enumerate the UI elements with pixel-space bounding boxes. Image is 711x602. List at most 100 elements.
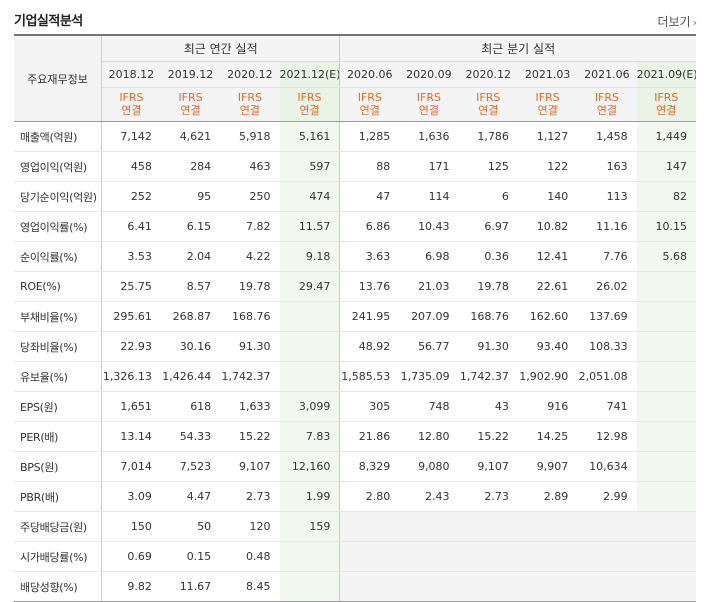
table-cell: 295.61 bbox=[101, 301, 161, 332]
period-header: 2020.12 bbox=[458, 61, 518, 88]
table-cell: 5.68 bbox=[636, 241, 696, 272]
ifrs-badge: IFRS 연결 bbox=[399, 87, 459, 122]
table-cell: 305 bbox=[339, 391, 400, 422]
quarter-group-header: 최근 분기 실적 bbox=[339, 35, 696, 62]
table-cell: 108.33 bbox=[577, 331, 637, 362]
ifrs-badge: IFRS 연결 bbox=[160, 87, 221, 122]
table-cell: 2.73 bbox=[220, 481, 280, 512]
period-header: 2021.09(E) bbox=[636, 61, 696, 88]
table-cell: 4,621 bbox=[160, 121, 221, 152]
table-cell: 10.43 bbox=[399, 211, 459, 242]
table-cell: 11.67 bbox=[160, 571, 221, 602]
table-cell: 26.02 bbox=[577, 271, 637, 302]
table-cell: 22.93 bbox=[101, 331, 161, 362]
ifrs-line1: IFRS bbox=[178, 91, 203, 104]
table-row: 배당성향(%) 9.82 11.67 8.45 bbox=[14, 571, 696, 602]
table-cell: 5,161 bbox=[279, 121, 341, 152]
table-cell: 3.63 bbox=[339, 241, 400, 272]
table-cell: 6.98 bbox=[399, 241, 459, 272]
table-cell: 95 bbox=[160, 181, 221, 212]
table-cell: 22.61 bbox=[517, 271, 578, 302]
table-cell: 122 bbox=[517, 151, 578, 182]
table-cell: 458 bbox=[101, 151, 161, 182]
table-cell: 8,329 bbox=[339, 451, 400, 482]
table-cell: 4.47 bbox=[160, 481, 221, 512]
ifrs-line1: IFRS bbox=[535, 91, 560, 104]
table-cell: 9,080 bbox=[399, 451, 459, 482]
period-header: 2021.12(E) bbox=[279, 61, 341, 88]
table-cell: 12.41 bbox=[517, 241, 578, 272]
table-cell: 3.09 bbox=[101, 481, 161, 512]
table-cell bbox=[279, 301, 341, 332]
table-cell bbox=[636, 511, 696, 542]
table-cell: 6.15 bbox=[160, 211, 221, 242]
table-cell: 54.33 bbox=[160, 421, 221, 452]
table-cell: 48.92 bbox=[339, 331, 400, 362]
table-cell: 7.76 bbox=[577, 241, 637, 272]
ifrs-line2: 연결 bbox=[596, 104, 618, 117]
table-row: 영업이익(억원) 458 284 463 597 88 171 125 122 163 147 bbox=[14, 151, 696, 182]
table-cell: 1,633 bbox=[220, 391, 280, 422]
table-cell: 284 bbox=[160, 151, 221, 182]
table-cell: 1,902.90 bbox=[517, 361, 578, 392]
table-cell bbox=[339, 511, 400, 542]
row-label: EPS(원) bbox=[14, 391, 102, 422]
table-cell: 1,742.37 bbox=[220, 361, 280, 392]
table-cell: 748 bbox=[399, 391, 459, 422]
table-cell: 47 bbox=[339, 181, 400, 212]
table-cell: 15.22 bbox=[458, 421, 518, 452]
table-cell: 21.86 bbox=[339, 421, 400, 452]
table-cell: 6 bbox=[458, 181, 518, 212]
table-cell: 12.98 bbox=[577, 421, 637, 452]
table-row: 시가배당률(%) 0.69 0.15 0.48 bbox=[14, 541, 696, 572]
table-cell: 159 bbox=[279, 511, 341, 542]
table-row: 영업이익률(%) 6.41 6.15 7.82 11.57 6.86 10.43 6.97 10… bbox=[14, 211, 696, 242]
table-cell: 1,786 bbox=[458, 121, 518, 152]
table-row: 주당배당금(원) 150 50 120 159 bbox=[14, 511, 696, 542]
table-cell: 2.99 bbox=[577, 481, 637, 512]
table-cell bbox=[636, 301, 696, 332]
table-cell: 82 bbox=[636, 181, 696, 212]
row-header-label: 주요재무정보 bbox=[14, 35, 102, 122]
ifrs-line1: IFRS bbox=[476, 91, 501, 104]
table-cell: 88 bbox=[339, 151, 400, 182]
table-cell: 0.69 bbox=[101, 541, 161, 572]
group-header-row: 주요재무정보 최근 연간 실적 최근 분기 실적 bbox=[14, 35, 696, 122]
row-label: PER(배) bbox=[14, 421, 102, 452]
table-cell bbox=[636, 541, 696, 572]
table-cell: 1,127 bbox=[517, 121, 578, 152]
table-cell: 50 bbox=[160, 511, 221, 542]
row-label: 주당배당금(원) bbox=[14, 511, 102, 542]
row-label: 당좌비율(%) bbox=[14, 331, 102, 362]
table-cell bbox=[399, 571, 459, 602]
ifrs-badge: IFRS 연결 bbox=[636, 87, 696, 122]
period-header: 2020.12 bbox=[220, 61, 280, 88]
table-cell: 9,907 bbox=[517, 451, 578, 482]
ifrs-line1: IFRS bbox=[237, 91, 262, 104]
more-label: 더보기 bbox=[657, 15, 691, 29]
ifrs-line1: IFRS bbox=[119, 91, 144, 104]
table-cell: 163 bbox=[577, 151, 637, 182]
table-cell bbox=[517, 511, 578, 542]
table-cell bbox=[339, 571, 400, 602]
ifrs-line1: IFRS bbox=[297, 91, 322, 104]
ifrs-badge: IFRS 연결 bbox=[458, 87, 518, 122]
ifrs-line1: IFRS bbox=[594, 91, 620, 104]
table-cell: 9.82 bbox=[101, 571, 161, 602]
table-cell: 1,426.44 bbox=[160, 361, 221, 392]
table-cell: 241.95 bbox=[339, 301, 400, 332]
table-cell: 207.09 bbox=[399, 301, 459, 332]
ifrs-line2: 연결 bbox=[299, 104, 320, 117]
annual-group-header: 최근 연간 실적 bbox=[101, 35, 341, 62]
table-cell: 6.97 bbox=[458, 211, 518, 242]
period-header-row: 2018.12 2019.12 2020.12 2021.12(E) 2020.06 20… bbox=[14, 61, 696, 88]
period-header: 2020.06 bbox=[339, 61, 400, 88]
table-cell: 463 bbox=[220, 151, 280, 182]
ifrs-header-row: IFRS 연결 IFRS 연결 IFRS 연결 IFRS 연결 IFRS 연결 IFRS 연결 IFRS… bbox=[14, 87, 696, 122]
more-link[interactable]: 더보기 › bbox=[657, 13, 697, 30]
ifrs-line2: 연결 bbox=[180, 104, 201, 117]
table-cell: 10.82 bbox=[517, 211, 578, 242]
ifrs-badge: IFRS 연결 bbox=[517, 87, 578, 122]
table-cell: 15.22 bbox=[220, 421, 280, 452]
table-cell: 1,742.37 bbox=[458, 361, 518, 392]
